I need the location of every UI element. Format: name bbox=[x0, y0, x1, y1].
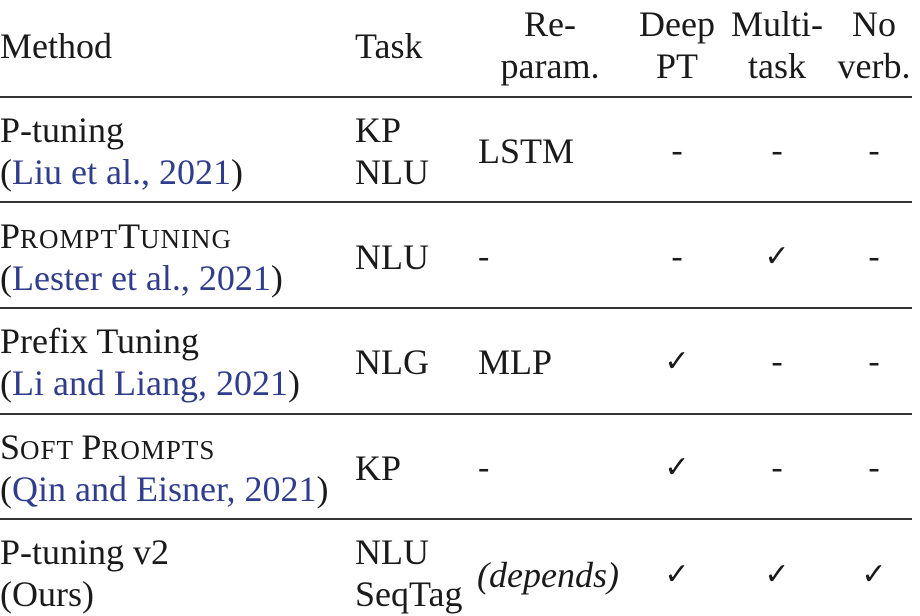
row-rule-3 bbox=[0, 413, 912, 415]
table-row-5-citation: (Ours) bbox=[0, 574, 94, 614]
table-row-5-deep-pt: ✓ bbox=[664, 557, 690, 592]
row-rule-1 bbox=[0, 201, 912, 203]
header-multitask-line2: task bbox=[748, 46, 806, 86]
table-row-2-citation: (Lester et al., 2021) bbox=[0, 258, 283, 298]
header-rule bbox=[0, 96, 912, 98]
table-row-3-deep-pt: ✓ bbox=[664, 344, 690, 379]
citation-link[interactable]: Liu et al., 2021 bbox=[12, 152, 231, 192]
table-row-2-task-1: NLU bbox=[355, 237, 429, 277]
table-row-1-multitask: - bbox=[771, 132, 783, 169]
citation-link[interactable]: Li and Liang, 2021 bbox=[12, 363, 288, 403]
header-deep-pt-line2: PT bbox=[655, 46, 698, 86]
table-row-1-no-verb: - bbox=[868, 132, 880, 169]
header-reparam-line2: param. bbox=[500, 46, 600, 86]
table-row-2-reparam: - bbox=[478, 238, 490, 275]
table-row-1-task-1: KP bbox=[355, 110, 402, 150]
header-method: Method bbox=[0, 26, 112, 66]
table-row-3-citation: (Li and Liang, 2021) bbox=[0, 363, 300, 403]
table-row-5-task-1: NLU bbox=[355, 532, 429, 572]
table-row-1-task-2: NLU bbox=[355, 152, 429, 192]
table-row-1-citation: (Liu et al., 2021) bbox=[0, 152, 243, 192]
table-row-5-reparam: (depends) bbox=[477, 555, 619, 595]
table-row-2-method: PROMPTTUNING bbox=[0, 216, 233, 256]
table-row-4-no-verb: - bbox=[868, 449, 880, 486]
table-row-4-reparam: - bbox=[478, 449, 490, 486]
table-row-3-reparam: MLP bbox=[478, 342, 553, 382]
table-row-5-method: P-tuning v2 bbox=[0, 532, 170, 572]
table-row-4-task-1: KP bbox=[355, 448, 402, 488]
table-row-4-multitask: - bbox=[771, 449, 783, 486]
header-no-verb-line1: No bbox=[852, 4, 896, 44]
table-row-1-reparam: LSTM bbox=[478, 131, 575, 171]
header-reparam-line1: Re- bbox=[524, 4, 576, 44]
table-row-5-multitask: ✓ bbox=[764, 557, 790, 592]
table-row-4-citation: (Qin and Eisner, 2021) bbox=[0, 469, 329, 509]
row-rule-4 bbox=[0, 518, 912, 520]
table-row-3-method: Prefix Tuning bbox=[0, 321, 200, 361]
table-row-3-multitask: - bbox=[771, 343, 783, 380]
table-row-3-no-verb: - bbox=[868, 343, 880, 380]
header-task: Task bbox=[355, 26, 423, 66]
citation-link[interactable]: Qin and Eisner, 2021 bbox=[12, 469, 317, 509]
table-row-2-multitask: ✓ bbox=[764, 239, 790, 274]
citation-link[interactable]: Lester et al., 2021 bbox=[12, 258, 271, 298]
header-deep-pt-line1: Deep bbox=[639, 4, 715, 44]
header-no-verb-line2: verb. bbox=[837, 46, 911, 86]
table-row-1-deep-pt: - bbox=[671, 132, 683, 169]
table-row-2-deep-pt: - bbox=[671, 238, 683, 275]
table-row-5-no-verb: ✓ bbox=[861, 557, 887, 592]
table-row-4-deep-pt: ✓ bbox=[664, 450, 690, 485]
table-row-5-task-2: SeqTag bbox=[355, 574, 463, 614]
table-row-3-task-1: NLG bbox=[355, 342, 429, 382]
header-multitask-line1: Multi- bbox=[730, 4, 823, 44]
table-row-1-method: P-tuning bbox=[0, 110, 125, 150]
table-row-4-method: SOFT PROMPTS bbox=[0, 427, 216, 467]
table-row-2-no-verb: - bbox=[868, 238, 880, 275]
row-rule-2 bbox=[0, 307, 912, 309]
